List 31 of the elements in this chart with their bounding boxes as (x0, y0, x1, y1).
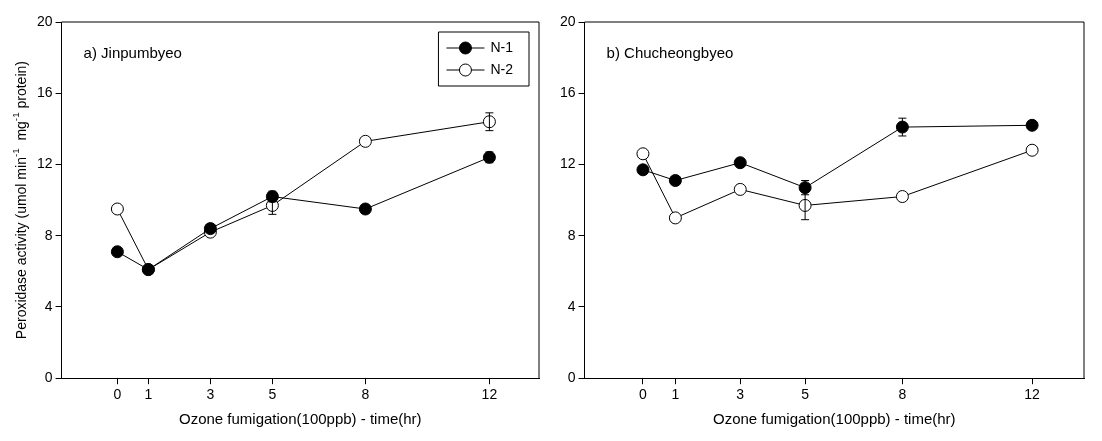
text: a) Jinpumbyeo (83, 44, 182, 62)
x-tick-label: 0 (639, 386, 648, 403)
x-axis-title: Ozone fumigation(100ppb) - time(hr) (712, 410, 956, 428)
y-tick-label: 12 (36, 155, 53, 172)
x-tick-label: 1 (671, 386, 680, 403)
x-tick-label: 3 (736, 386, 745, 403)
y-tick-label: 4 (44, 297, 53, 314)
x-tick-label: 3 (206, 386, 215, 403)
x-tick-label: 8 (361, 386, 370, 403)
y-tick-label: 12 (559, 155, 576, 172)
y-tick-label: 4 (567, 297, 576, 314)
y-tick-label: 0 (567, 369, 576, 386)
legend-label: N-2 (490, 60, 514, 77)
legend-label: N-1 (490, 38, 514, 55)
y-tick-label: 0 (44, 369, 53, 386)
x-axis-title: Ozone fumigation(100ppb) - time(hr) (178, 410, 422, 428)
y-tick-label: 20 (559, 12, 576, 29)
y-tick-label: 16 (559, 84, 576, 101)
y-tick-label: 20 (36, 12, 53, 29)
text: b) Chucheongbyeo (606, 44, 734, 62)
y-tick-label: 16 (36, 84, 53, 101)
x-tick-label: 5 (801, 386, 810, 403)
x-tick-label: 12 (481, 386, 498, 403)
x-tick-label: 12 (1024, 386, 1041, 403)
y-tick-label: 8 (44, 226, 53, 243)
y-tick-label: 8 (567, 226, 576, 243)
x-tick-label: 5 (268, 386, 277, 403)
y-axis-title: Peroxidase activity (umol min-1 mg-1 protein) (10, 61, 29, 340)
x-tick-label: 1 (144, 386, 153, 403)
x-tick-label: 0 (113, 386, 122, 403)
x-tick-label: 8 (898, 386, 907, 403)
